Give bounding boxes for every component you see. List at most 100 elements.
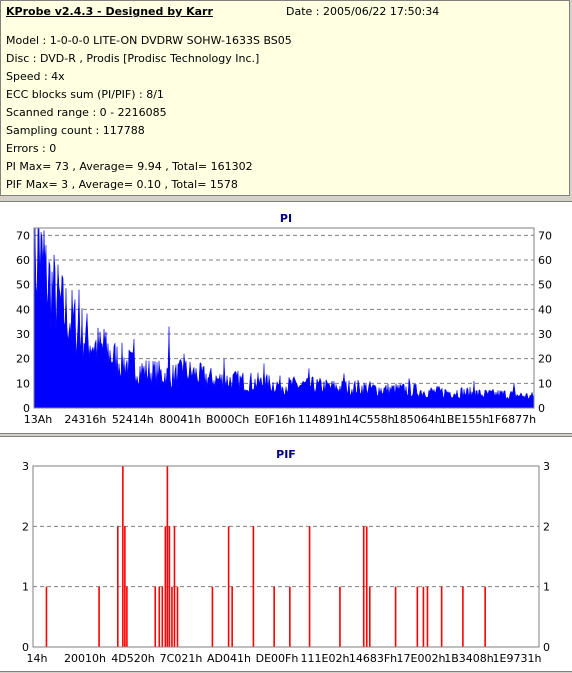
pif-y-tick-left: 2: [22, 520, 29, 533]
pi-x-tick-label: 13Ah: [24, 413, 53, 426]
pif-x-tick-label: 4D520h: [111, 652, 154, 665]
pif-bar: [211, 586, 214, 647]
pi-x-tick-label: 114891h: [298, 413, 347, 426]
pi-x-tick-label: 185064h: [393, 413, 442, 426]
pif-bar: [339, 586, 341, 647]
pif-bar: [440, 586, 443, 647]
pif-bar: [45, 586, 48, 647]
info-scanned-range: Scanned range : 0 - 2216085: [6, 106, 167, 119]
pif-y-tick-left: 3: [22, 460, 29, 473]
pif-bar: [161, 586, 164, 647]
pi-x-tick-label: 14C558h: [345, 413, 395, 426]
info-speed: Speed : 4x: [6, 70, 65, 83]
pif-bar: [227, 526, 230, 647]
pif-bar: [231, 586, 233, 647]
pi-y-tick-left: 50: [16, 279, 30, 292]
pif-bar: [168, 526, 171, 647]
pi-y-tick-right: 30: [538, 328, 552, 341]
pi-x-tick-label: E0F16h: [254, 413, 295, 426]
pif-bar: [416, 586, 419, 647]
pif-bar: [124, 526, 126, 647]
pi-x-tick-label: 52414h: [112, 413, 154, 426]
pif-bar: [116, 526, 119, 647]
pif-bar: [98, 586, 100, 647]
pi-y-tick-right: 0: [538, 402, 545, 415]
pif-x-tick-label: 14683Fh: [349, 652, 397, 665]
pif-bar: [171, 586, 173, 647]
pi-x-tick-label: 24316h: [64, 413, 106, 426]
pif-bar: [289, 586, 291, 647]
info-sampling-count: Sampling count : 117788: [6, 124, 145, 137]
pi-chart: PI 0 10 20 30 40 50 60 70 0 10 20 30 40 50 60 70 13Ah 2…: [16, 212, 552, 426]
pif-chart-title: PIF: [276, 448, 296, 461]
pi-y-tick-right: 20: [538, 353, 552, 366]
pi-x-tick-label: 80041h: [159, 413, 201, 426]
pi-x-tick-label: B000Ch: [206, 413, 249, 426]
pif-x-tick-label: 1E9731h: [493, 652, 542, 665]
pif-x-tick-label: 20010h: [64, 652, 106, 665]
info-ecc-blocks: ECC blocks sum (PI/PIF) : 8/1: [6, 88, 164, 101]
pif-y-tick-left: 1: [22, 581, 29, 594]
pif-bar: [173, 526, 176, 647]
pif-bar: [394, 586, 397, 647]
pif-plot-frame: [32, 465, 540, 648]
pi-y-tick-right: 40: [538, 303, 552, 316]
pif-x-tick-label: 14h: [27, 652, 48, 665]
pif-x-tick-label: AD041h: [207, 652, 251, 665]
pif-bar: [122, 466, 124, 647]
pif-bar: [365, 526, 368, 647]
pif-bar: [484, 586, 486, 647]
pif-x-tick-label: 1B3408h: [444, 652, 494, 665]
pif-bar: [422, 586, 425, 647]
pif-chart-panel: PIF 0 1 2 3 0 1 2 3 14h 20010h 4D520h 7C021h AD041…: [0, 436, 572, 672]
app-title: KProbe v2.4.3 - Designed by Karr: [6, 5, 213, 18]
pif-bar: [368, 586, 371, 647]
pi-chart-panel: PI 0 10 20 30 40 50 60 70 0 10 20 30 40 50 60 70 13Ah 2…: [0, 201, 572, 434]
pi-y-tick-left: 20: [16, 353, 30, 366]
info-pi-stats: PI Max= 73 , Average= 9.94 , Total= 1613…: [6, 160, 253, 173]
pi-y-tick-right: 50: [538, 279, 552, 292]
pi-x-tick-label: 1BE155h: [440, 413, 489, 426]
pi-y-tick-left: 40: [16, 303, 30, 316]
pif-bar: [308, 526, 311, 647]
pi-y-tick-left: 70: [16, 229, 30, 242]
pif-y-tick-right: 2: [543, 520, 550, 533]
pif-bar: [176, 586, 179, 647]
info-disc: Disc : DVD-R , Prodis [Prodisc Technolog…: [6, 52, 260, 65]
info-model: Model : 1-0-0-0 LITE-ON DVDRW SOHW-1633S…: [6, 34, 292, 47]
pif-bar: [362, 526, 365, 647]
pi-plot-frame: [33, 227, 535, 409]
pif-y-tick-right: 1: [543, 581, 550, 594]
pif-bar: [426, 586, 429, 647]
pi-y-tick-left: 30: [16, 328, 30, 341]
info-errors: Errors : 0: [6, 142, 57, 155]
pif-x-tick-label: 7C021h: [160, 652, 203, 665]
info-panel: KProbe v2.4.3 - Designed by Karr Date : …: [0, 0, 570, 196]
pif-bar: [126, 586, 128, 647]
pi-y-tick-left: 10: [16, 377, 30, 390]
pi-y-tick-left: 60: [16, 254, 30, 267]
pif-bar: [154, 586, 157, 647]
pi-y-tick-left: 0: [23, 402, 30, 415]
scan-date: Date : 2005/06/22 17:50:34: [286, 5, 440, 18]
pif-x-tick-label: 17E002h: [397, 652, 446, 665]
pif-bar: [166, 466, 169, 647]
pif-bar: [158, 586, 161, 647]
pi-chart-title: PI: [280, 212, 292, 225]
pi-y-tick-right: 70: [538, 229, 552, 242]
pi-y-tick-right: 10: [538, 377, 552, 390]
pi-y-tick-right: 60: [538, 254, 552, 267]
pif-y-tick-left: 0: [22, 641, 29, 654]
pif-y-tick-right: 3: [543, 460, 550, 473]
pif-x-tick-label: DE00Fh: [256, 652, 299, 665]
pif-bar: [462, 586, 464, 647]
pif-chart: PIF 0 1 2 3 0 1 2 3 14h 20010h 4D520h 7C021h AD041…: [22, 448, 550, 665]
pif-bar: [252, 526, 255, 647]
pif-x-tick-label: 111E02h: [301, 652, 350, 665]
pif-bar: [273, 586, 275, 647]
pi-series: [33, 227, 535, 409]
pif-y-tick-right: 0: [543, 641, 550, 654]
info-pif-stats: PIF Max= 3 , Average= 0.10 , Total= 1578: [6, 178, 238, 191]
pif-bar: [164, 526, 167, 647]
pi-x-tick-label: 1F6877h: [488, 413, 536, 426]
